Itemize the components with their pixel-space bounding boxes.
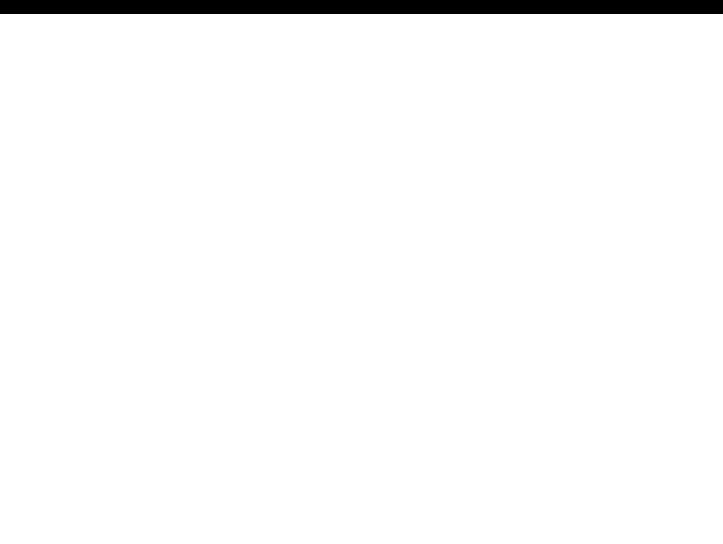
- time-axis[interactable]: [0, 511, 723, 544]
- price-axis[interactable]: [657, 14, 723, 511]
- title-bar: [0, 0, 723, 14]
